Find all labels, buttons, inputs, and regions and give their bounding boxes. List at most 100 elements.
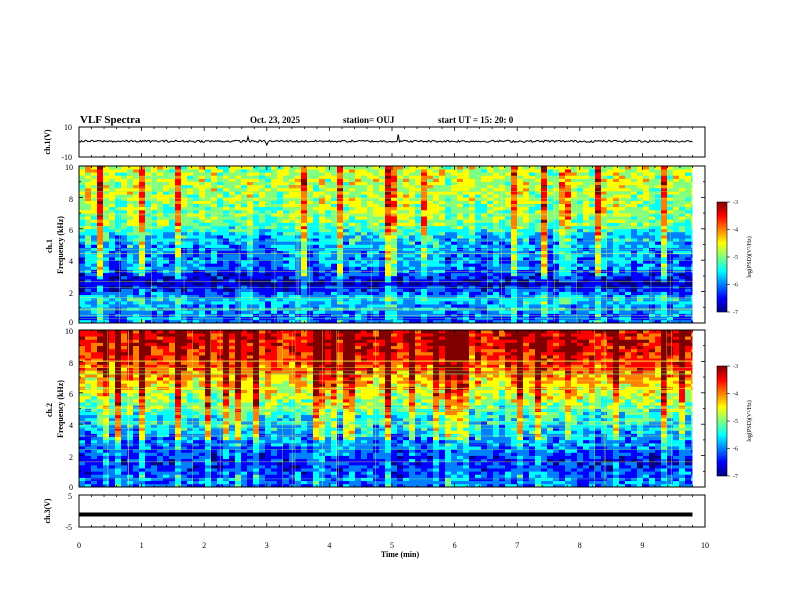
spectrogram-cell bbox=[559, 175, 566, 179]
spectrogram-cell bbox=[217, 288, 224, 292]
spectrogram-cell bbox=[613, 304, 620, 308]
spectrogram-cell bbox=[601, 181, 608, 186]
spectrogram-cell bbox=[595, 266, 602, 270]
spectrogram-cell bbox=[649, 304, 656, 308]
spectrogram-cell bbox=[127, 175, 134, 179]
spectrogram-cell bbox=[247, 169, 254, 173]
spectrogram-cell bbox=[235, 319, 242, 324]
spectrogram-cell bbox=[643, 269, 650, 274]
spectrogram-cell bbox=[247, 219, 254, 223]
spectrogram-cell bbox=[619, 209, 626, 214]
spectrogram-cell bbox=[199, 272, 206, 277]
spectrogram-cell bbox=[85, 172, 92, 176]
spectrogram-cell bbox=[547, 178, 554, 182]
spectrogram-cell bbox=[235, 172, 242, 176]
spectrogram-cell bbox=[355, 219, 362, 223]
spectrogram-cell bbox=[349, 272, 356, 277]
spectrogram-cell bbox=[583, 187, 590, 192]
spectrogram-cell bbox=[487, 241, 494, 245]
spectrogram-cell bbox=[547, 297, 554, 302]
spectrogram-cell bbox=[163, 310, 170, 314]
spectrogram-cell bbox=[493, 250, 500, 255]
spectrogram-cell bbox=[169, 175, 176, 179]
spectrogram-cell bbox=[247, 244, 254, 248]
spectrogram-cell bbox=[613, 203, 620, 208]
spectrogram-cell bbox=[85, 222, 92, 226]
spectrogram-cell bbox=[511, 294, 518, 299]
spectrogram-cell bbox=[301, 228, 308, 233]
spectrogram-cell bbox=[301, 279, 308, 283]
spectrogram-cell bbox=[655, 304, 662, 308]
spectrogram-cell bbox=[589, 178, 596, 182]
spectrogram-cell bbox=[691, 269, 693, 274]
spectrogram-cell bbox=[499, 319, 506, 324]
spectrogram-cell bbox=[589, 260, 596, 264]
spectrogram-cell bbox=[649, 225, 656, 230]
spectrogram-cell bbox=[655, 319, 662, 324]
spectrogram-cell bbox=[271, 313, 278, 318]
spectrogram-cell bbox=[553, 238, 560, 242]
spectrogram-cell bbox=[499, 282, 506, 286]
spectrogram-cell bbox=[211, 203, 218, 208]
spectrogram-cell bbox=[205, 257, 212, 261]
spectrogram-cell bbox=[307, 250, 314, 255]
spectrogram-cell bbox=[319, 288, 326, 292]
spectrogram-cell bbox=[535, 235, 542, 239]
spectrogram-cell bbox=[109, 310, 116, 314]
spectrogram-cell bbox=[511, 194, 518, 198]
spectrogram-cell bbox=[685, 181, 692, 186]
spectrogram-cell bbox=[559, 269, 566, 274]
spectrogram-cell bbox=[547, 279, 554, 283]
spectrogram-cell bbox=[217, 203, 224, 208]
spectrogram-cell bbox=[103, 291, 110, 296]
spectrogram-cell bbox=[565, 191, 572, 195]
spectrogram-cell bbox=[517, 178, 524, 182]
spectrogram-cell bbox=[541, 197, 548, 201]
spectrogram-cell bbox=[535, 294, 542, 299]
spectrogram-cell bbox=[319, 257, 326, 261]
spectrogram-cell bbox=[289, 225, 296, 230]
spectrogram-cell bbox=[517, 282, 524, 286]
spectrogram-cell bbox=[499, 228, 506, 233]
spectrogram-cell bbox=[649, 219, 656, 223]
spectrogram-cell bbox=[187, 297, 194, 302]
spectrogram-cell bbox=[601, 279, 608, 283]
spectrogram-cell bbox=[139, 181, 146, 186]
spectrogram-cell bbox=[691, 275, 693, 280]
spectrogram-cell bbox=[415, 253, 422, 258]
spectrogram-cell bbox=[91, 282, 98, 286]
spectrogram-cell bbox=[379, 257, 386, 261]
spectrogram-cell bbox=[631, 313, 638, 318]
spectrogram-cell bbox=[565, 272, 572, 277]
spectrogram-cell bbox=[619, 172, 626, 176]
spectrogram-cell bbox=[355, 175, 362, 179]
spectrogram-cell bbox=[445, 282, 452, 286]
spectrogram-cell bbox=[517, 194, 524, 198]
spectrogram-cell bbox=[541, 313, 548, 318]
spectrogram-cell bbox=[505, 282, 512, 286]
spectrogram-cell bbox=[139, 279, 146, 283]
spectrogram-cell bbox=[397, 191, 404, 195]
spectrogram-cell bbox=[637, 172, 644, 176]
spectrogram-cell bbox=[379, 203, 386, 208]
spectrogram-cell bbox=[229, 206, 236, 211]
spectrogram-cell bbox=[283, 250, 290, 255]
spectrogram-cell bbox=[355, 209, 362, 214]
spectrogram-cell bbox=[79, 203, 86, 208]
spectrogram-cell bbox=[415, 285, 422, 289]
spectrogram-cell bbox=[175, 231, 182, 236]
spectrogram-cell bbox=[115, 181, 122, 186]
spectrogram-cell bbox=[175, 197, 182, 201]
spectrogram-cell bbox=[673, 241, 680, 245]
spectrogram-cell bbox=[481, 285, 488, 289]
spectrogram-cell bbox=[421, 269, 428, 274]
spectrogram-cell bbox=[337, 203, 344, 208]
spectrogram-cell bbox=[223, 238, 230, 242]
spectrogram-cell bbox=[307, 310, 314, 314]
spectrogram-cell bbox=[223, 219, 230, 223]
spectrogram-cell bbox=[199, 172, 206, 176]
spectrogram-cell bbox=[439, 269, 446, 274]
spectrogram-cell bbox=[595, 244, 602, 248]
spectrogram-cell bbox=[583, 197, 590, 201]
spectrogram-cell bbox=[451, 172, 458, 176]
